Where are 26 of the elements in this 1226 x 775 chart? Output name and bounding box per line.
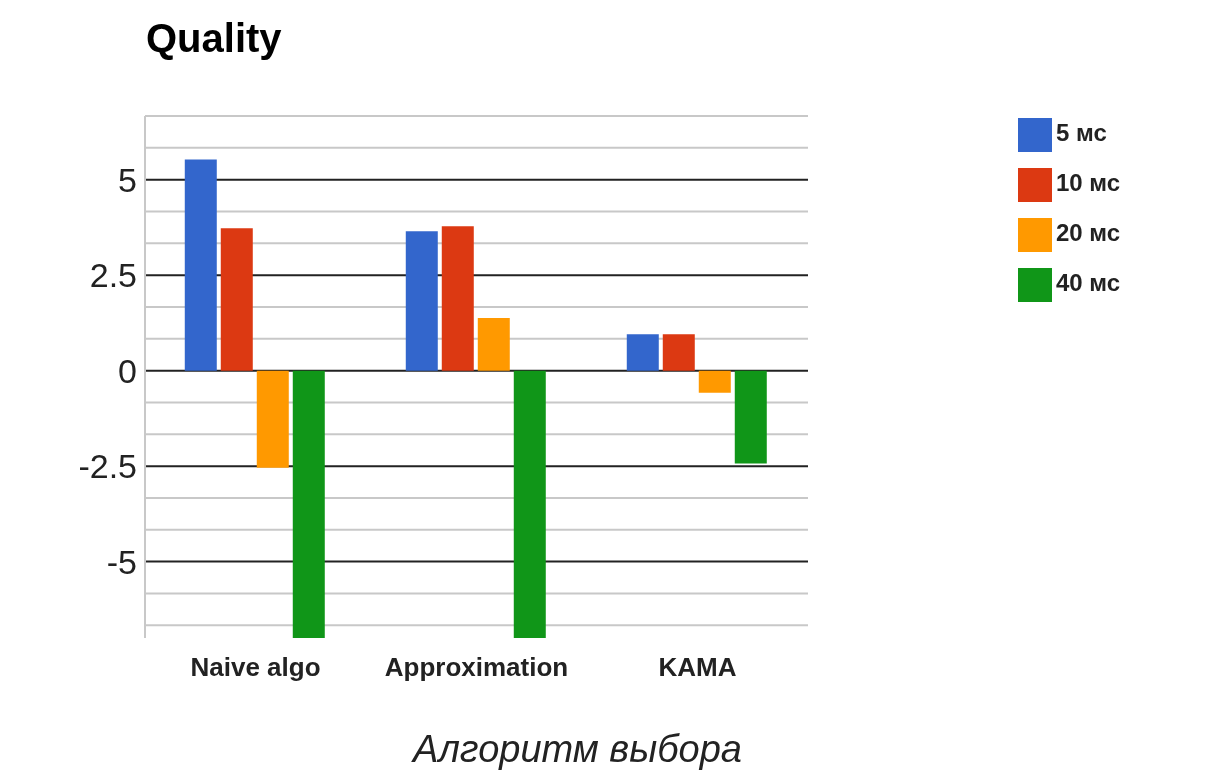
bar (698, 370, 731, 393)
legend-label: 40 мс (1056, 269, 1121, 296)
x-axis-title: Алгоритм выбора (410, 728, 743, 771)
bar (405, 231, 438, 371)
bar (626, 334, 659, 371)
legend-label: 20 мс (1056, 219, 1121, 246)
bar (441, 226, 474, 371)
bar (477, 317, 510, 371)
chart-title: Quality (146, 16, 282, 61)
y-tick-label: 2.5 (89, 256, 137, 295)
y-tick-label: -5 (106, 542, 137, 581)
bar (220, 228, 253, 371)
bar (662, 334, 695, 371)
x-tick-label: Naive algo (190, 652, 321, 683)
legend-label: 5 мс (1056, 119, 1107, 146)
x-tick-label: Approximation (384, 652, 569, 683)
bar (292, 370, 325, 638)
y-tick-label: -2.5 (78, 447, 137, 486)
y-tick-label: 5 (118, 160, 137, 199)
x-tick-label: KAMA (658, 652, 737, 683)
bar (256, 370, 289, 468)
bar (734, 370, 767, 464)
y-tick-label: 0 (118, 351, 137, 390)
legend-label: 10 мс (1056, 169, 1121, 196)
bar (184, 159, 217, 371)
bar (513, 370, 546, 638)
